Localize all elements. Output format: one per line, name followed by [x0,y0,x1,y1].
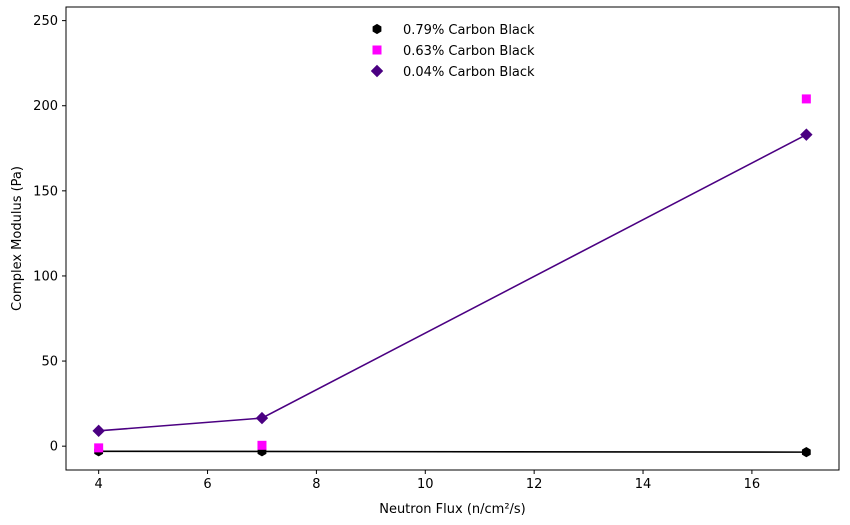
x-axis-title: Neutron Flux (n/cm²/s) [379,502,526,517]
data-point [255,411,269,425]
y-tick-label: 50 [41,355,58,370]
series-fit-line [98,450,807,453]
data-point [801,94,811,104]
data-point [94,443,104,453]
legend: 0.79% Carbon Black 0.63% Carbon Black 0.04… [370,23,535,80]
data-point [257,440,267,450]
data-point [92,424,105,438]
x-tick-label: 12 [526,477,543,492]
data-point [801,447,811,458]
x-tick-label: 10 [417,477,434,492]
plot-area [65,6,840,471]
y-tick-label: 0 [50,440,58,455]
legend-marker [370,64,384,78]
y-tick-label: 150 [33,184,58,199]
x-tick-label: 14 [635,477,652,492]
y-axis-title: Complex Modulus (Pa) [10,166,25,311]
y-tick-label: 250 [33,14,58,29]
data-point [800,128,813,141]
legend-label: 0.63% Carbon Black [403,44,535,59]
x-tick-label: 4 [95,477,103,492]
data-points [92,94,813,458]
legend-marker [372,23,382,35]
y-tick-label: 100 [33,269,58,284]
legend-label: 0.04% Carbon Black [403,65,535,80]
legend-marker [372,45,382,55]
y-axis-ticks: 0 50 100 150 200 250 [33,14,66,455]
x-tick-label: 8 [312,477,320,492]
x-tick-label: 16 [744,477,761,492]
legend-label: 0.79% Carbon Black [403,23,535,38]
x-tick-label: 6 [203,477,211,492]
x-axis-ticks: 4 6 8 10 12 14 16 [95,470,761,492]
y-tick-label: 200 [33,99,58,114]
